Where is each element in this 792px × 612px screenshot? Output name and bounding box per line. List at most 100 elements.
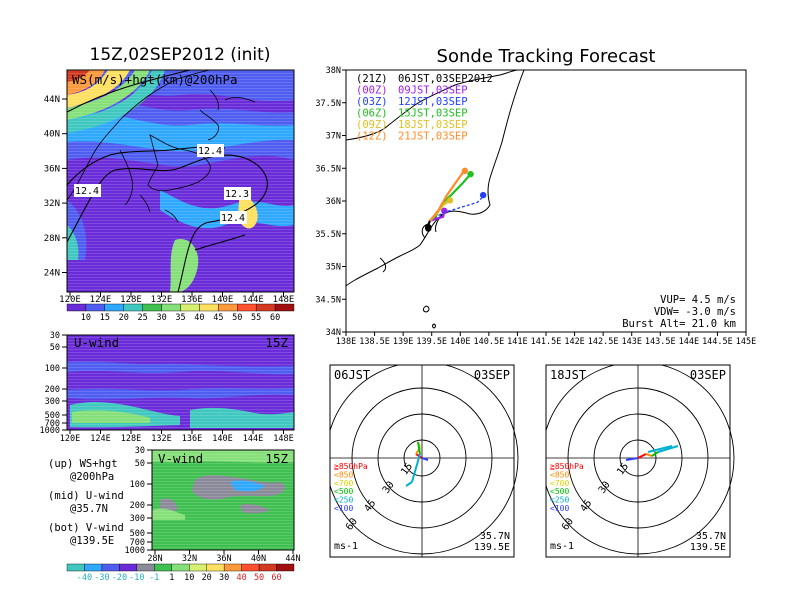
wind-vector bbox=[645, 453, 653, 457]
lat-tick-label: 34.5N bbox=[315, 295, 341, 305]
level-label: 1000 bbox=[40, 426, 60, 436]
colorbar-label: 50 bbox=[254, 573, 264, 583]
level-label: 500 bbox=[130, 529, 145, 539]
legend-label: 18JST,03SEP bbox=[398, 119, 468, 131]
wind-vector bbox=[637, 453, 647, 459]
lon-tick-label: 148E bbox=[273, 295, 295, 305]
wind-vector bbox=[651, 451, 659, 457]
legend-run: (12Z) bbox=[356, 131, 388, 143]
lon-tick-label: 138E bbox=[336, 337, 356, 347]
level-label: 300 bbox=[130, 514, 145, 524]
colorbar-swatch bbox=[258, 563, 277, 572]
hodo-date: 03SEP bbox=[474, 368, 510, 382]
lon-tick-label: 141.5E bbox=[531, 337, 562, 347]
colorbar-label: -40 bbox=[77, 573, 92, 583]
colorbar-label: 15 bbox=[100, 313, 110, 323]
lon-tick-label: 124E bbox=[90, 295, 112, 305]
burst-point bbox=[446, 197, 454, 204]
wind-vector bbox=[647, 445, 673, 453]
lat-tick-label: 40N bbox=[44, 130, 60, 140]
legend-run: (06Z) bbox=[356, 108, 388, 120]
hodo-legend-label: ≧850hPa bbox=[334, 462, 368, 471]
hodo-legend-label: <250 bbox=[550, 496, 569, 505]
colorbar-label: 35 bbox=[175, 313, 185, 323]
lon-tick-label: 140E bbox=[212, 295, 234, 305]
lon-tick-label: 140.5E bbox=[473, 337, 504, 347]
colorbar-label: -30 bbox=[94, 573, 109, 583]
colorbar-swatch bbox=[223, 563, 242, 572]
lon-tick-label: 144E bbox=[242, 295, 264, 305]
wind-vector bbox=[405, 481, 413, 487]
wind-speed-map: WS(m/s)+hgt(km)@200hPa 12.4 12.4 12.3 12… bbox=[44, 69, 295, 305]
colorbar-swatch bbox=[241, 563, 260, 572]
colorbar-swatch bbox=[84, 563, 103, 572]
hodo-unit: ms-1 bbox=[334, 541, 358, 552]
level-label: 500 bbox=[45, 411, 60, 421]
wind-vector bbox=[421, 457, 429, 461]
wind-speed-colorbar: 10 15 20 25 30 35 40 45 50 55 60 bbox=[66, 303, 295, 323]
lat-tick-label: 24N bbox=[44, 269, 60, 279]
colorbar-swatch bbox=[274, 303, 295, 312]
colorbar-swatch bbox=[85, 303, 106, 312]
left-title: 15Z,02SEP2012 (init) bbox=[90, 45, 271, 65]
info-vdw: VDW= -3.0 m/s bbox=[654, 306, 736, 318]
legend-label: 12JST,03SEP bbox=[398, 96, 468, 108]
legend-run: (09Z) bbox=[356, 119, 388, 131]
v-wind-time: 15Z bbox=[265, 451, 288, 466]
colorbar-label: 40 bbox=[194, 313, 204, 323]
hodo-lon: 139.5E bbox=[474, 542, 510, 553]
level-label: 30 bbox=[135, 446, 145, 456]
svg-text:(bot) V-wind: (bot) V-wind bbox=[48, 522, 124, 534]
colorbar-label: 20 bbox=[202, 573, 212, 583]
colorbar-label: 10 bbox=[81, 313, 91, 323]
hodo-time: 06JST bbox=[334, 368, 370, 382]
wind-vector bbox=[625, 457, 639, 461]
lon-tick-label: 120E bbox=[60, 434, 80, 444]
lat-tick-label: 37N bbox=[326, 132, 341, 142]
track-series bbox=[425, 167, 487, 232]
legend-label: 21JST,03SEP bbox=[398, 131, 468, 143]
colorbar-label: 50 bbox=[232, 313, 242, 323]
lat-tick-label: 36N bbox=[216, 554, 231, 564]
u-wind-time: 15Z bbox=[265, 335, 288, 350]
level-label: 50 bbox=[135, 459, 145, 469]
level-label: 30 bbox=[50, 331, 60, 341]
colorbar-swatch bbox=[237, 303, 257, 312]
colorbar-label: 1 bbox=[169, 573, 174, 583]
wind-vector bbox=[657, 445, 679, 453]
colorbar-swatch bbox=[218, 303, 238, 312]
lon-tick-label: 139.5E bbox=[416, 337, 447, 347]
colorbar-label: -1 bbox=[149, 573, 159, 583]
contour-label-2: 12.4 bbox=[74, 184, 101, 197]
colorbar-label: 30 bbox=[219, 573, 229, 583]
lon-tick-label: 144E bbox=[243, 434, 263, 444]
hodo-legend-label: <850 bbox=[550, 470, 569, 479]
hodo-lat: 35.7N bbox=[480, 531, 510, 542]
info-vup: VUP= 4.5 m/s bbox=[660, 294, 736, 306]
u-wind-label: U-wind bbox=[74, 335, 119, 350]
lon-tick-label: 128E bbox=[120, 295, 142, 305]
legend-run: (03Z) bbox=[356, 96, 388, 108]
svg-text:@35.7N: @35.7N bbox=[70, 503, 108, 515]
lat-tick-label: 36N bbox=[44, 164, 60, 174]
lon-tick-label: 141E bbox=[507, 337, 527, 347]
lon-tick-label: 144E bbox=[679, 337, 699, 347]
colorbar-label: 60 bbox=[271, 573, 281, 583]
level-label: 700 bbox=[45, 419, 60, 429]
lat-tick-label: 36N bbox=[326, 197, 341, 207]
svg-text:@139.5E: @139.5E bbox=[70, 535, 114, 547]
svg-text:(mid) U-wind: (mid) U-wind bbox=[48, 490, 124, 502]
colorbar-label: -20 bbox=[112, 573, 127, 583]
colorbar-swatch bbox=[189, 563, 207, 572]
v-wind-label: V-wind bbox=[158, 451, 203, 466]
colorbar-swatch bbox=[104, 303, 124, 312]
lat-tick-label: 44N bbox=[285, 554, 300, 564]
lon-tick-label: 148E bbox=[273, 434, 293, 444]
colorbar-swatch bbox=[66, 563, 85, 572]
wind-vector bbox=[417, 441, 421, 455]
legend-label: 06JST,03SEP2012 bbox=[398, 73, 493, 85]
